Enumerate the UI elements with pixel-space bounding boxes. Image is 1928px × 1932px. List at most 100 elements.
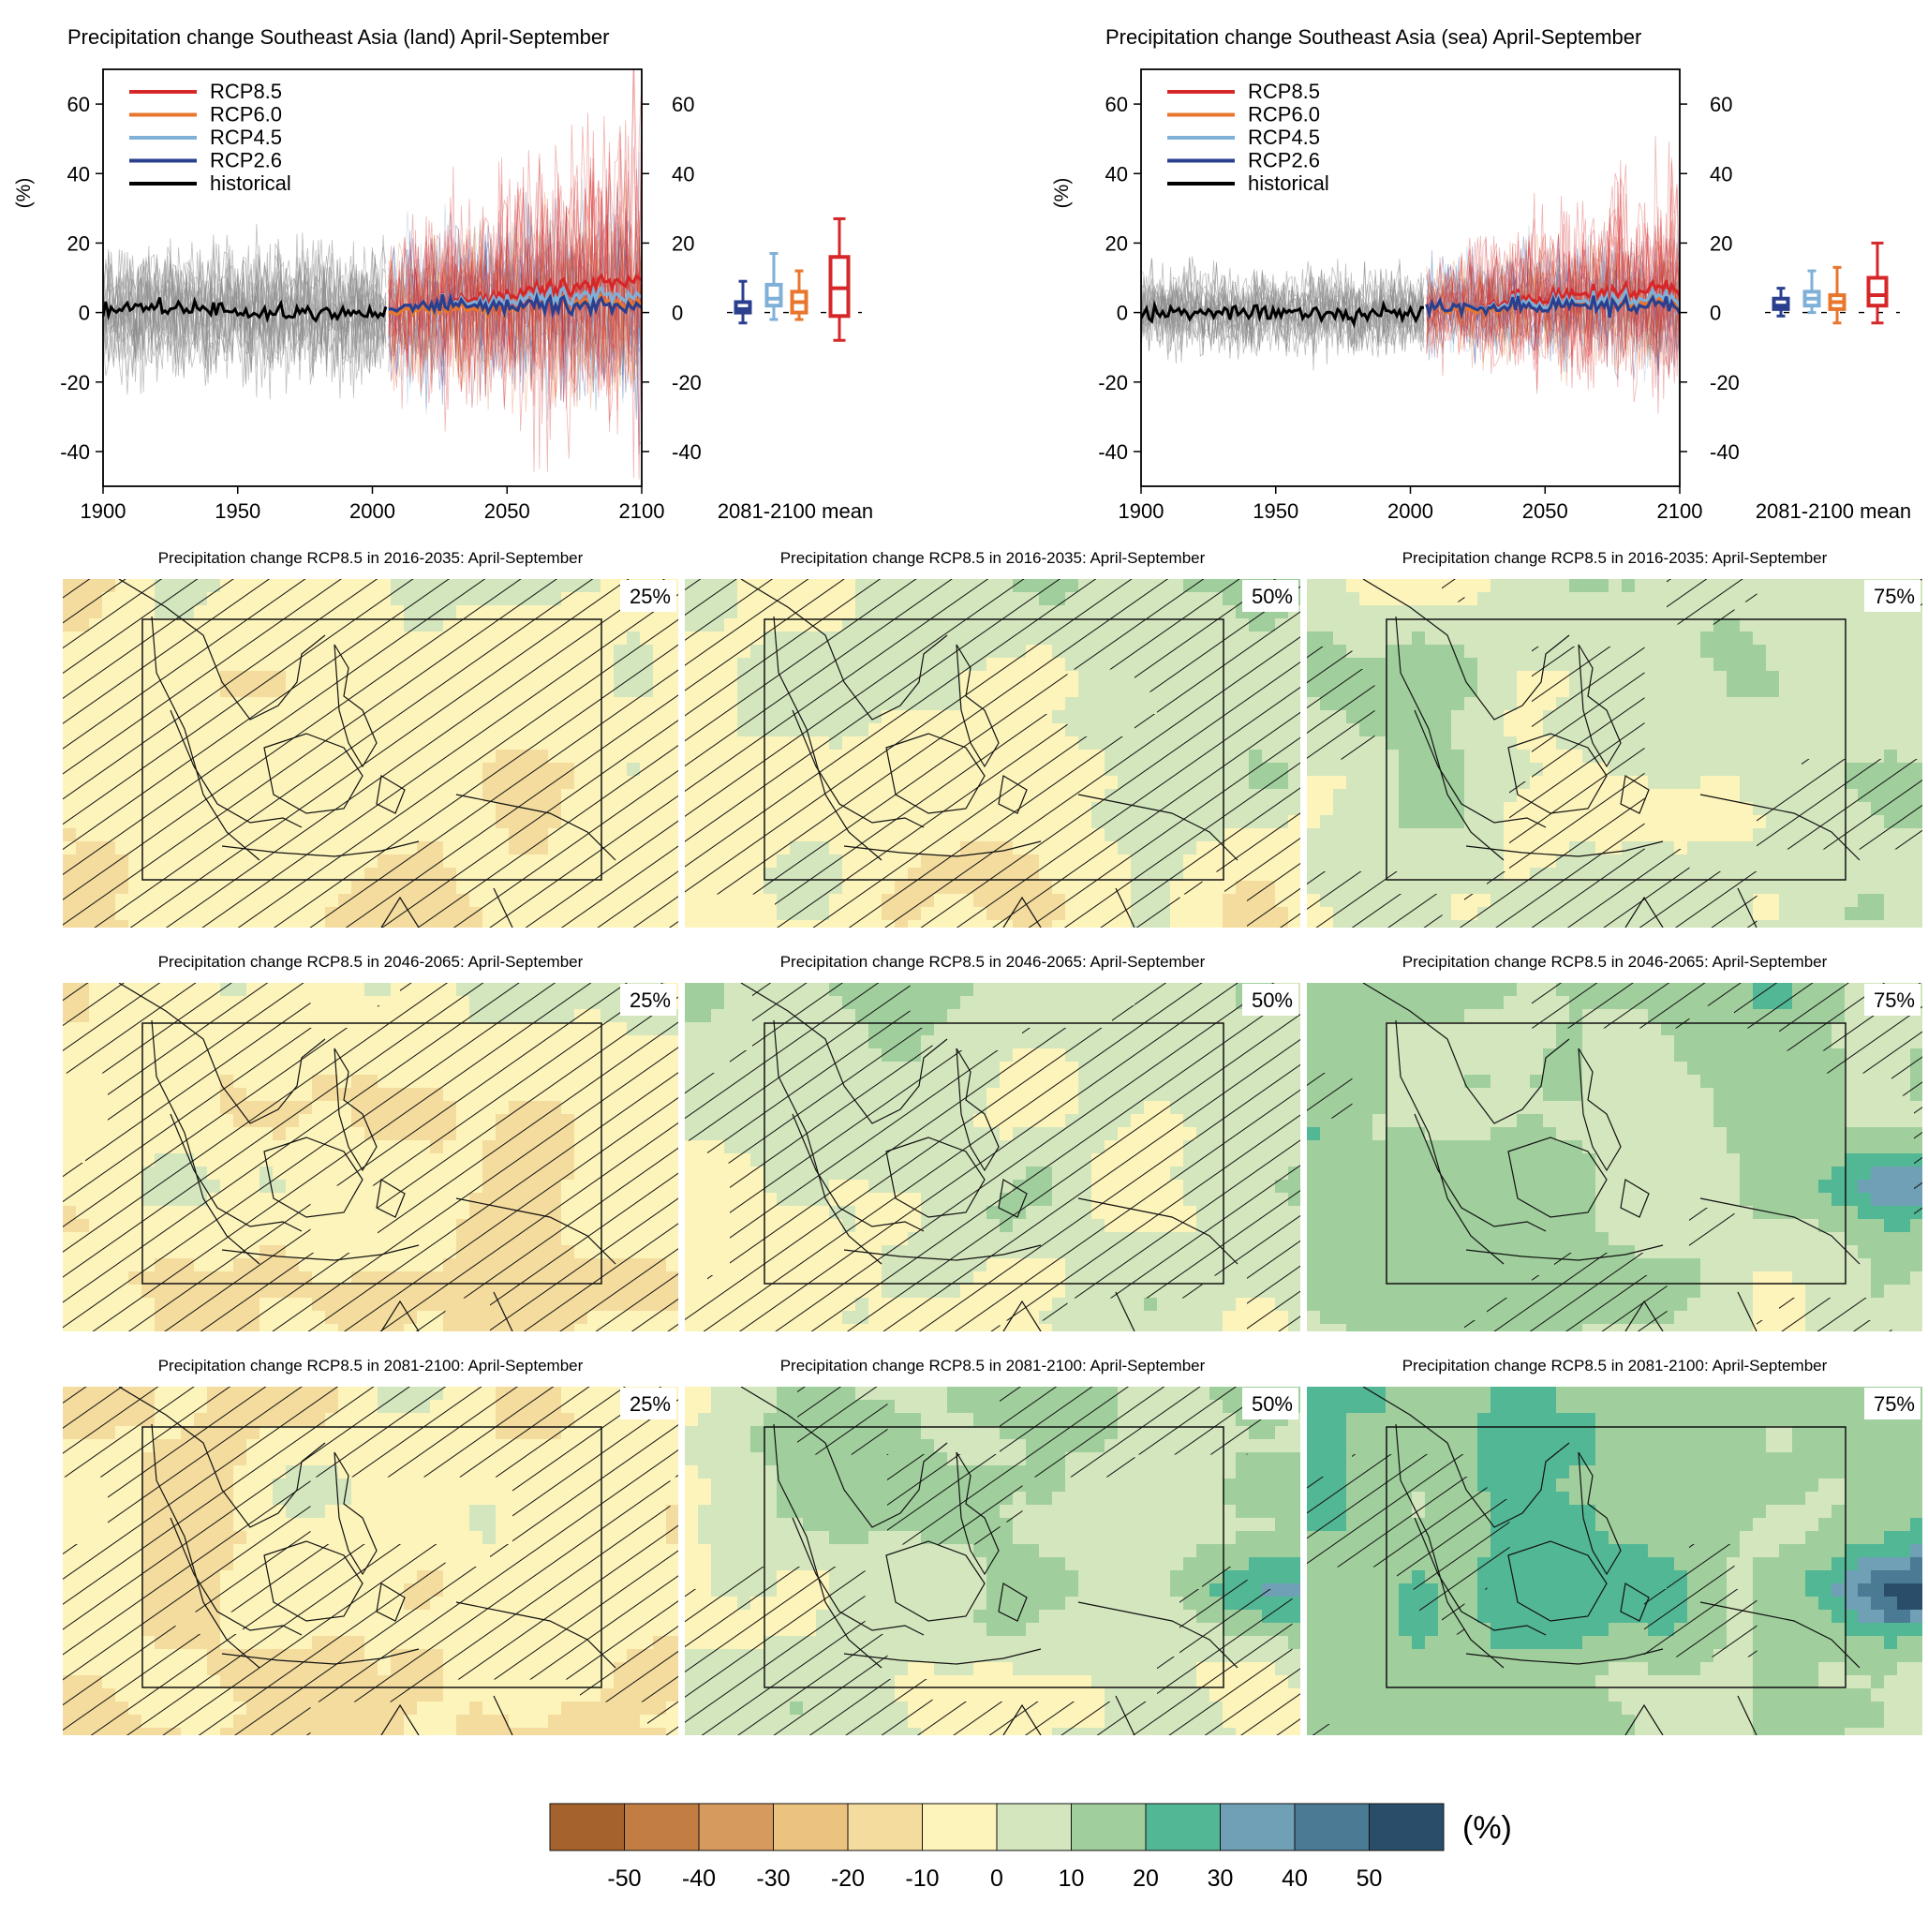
map-cell xyxy=(1464,632,1478,646)
map-cell xyxy=(1105,684,1119,698)
coastline xyxy=(151,616,260,861)
map-cell xyxy=(1884,618,1898,632)
map-cell xyxy=(1504,632,1518,646)
map-cell xyxy=(1845,684,1859,698)
map-cell xyxy=(1091,671,1105,685)
map-cell xyxy=(1078,697,1092,711)
map-cell xyxy=(1661,750,1675,764)
map-cell xyxy=(1399,789,1413,803)
map-cell xyxy=(1832,645,1846,659)
map-cell xyxy=(76,1127,90,1141)
map-cell xyxy=(1477,802,1491,816)
map-cell xyxy=(1845,671,1859,685)
map-cell xyxy=(1438,632,1452,646)
map-cell xyxy=(1333,618,1347,632)
rcp85-member-line xyxy=(388,81,642,409)
map-cell xyxy=(1517,736,1531,751)
coastline xyxy=(455,794,616,861)
map-cell xyxy=(63,1127,77,1141)
map-cell xyxy=(1464,868,1478,882)
map-cell xyxy=(1438,671,1452,685)
map-cell xyxy=(1412,828,1426,842)
map-cell xyxy=(1792,855,1806,869)
map-cell xyxy=(698,920,712,928)
rcp85-member-line xyxy=(388,153,642,432)
y-tick-label: -20 xyxy=(1098,371,1128,394)
coastline xyxy=(843,840,1042,857)
rcp60-member-line xyxy=(1426,233,1680,381)
boxplot-label: 2081-2100 mean xyxy=(718,499,873,523)
map-cell xyxy=(1490,684,1505,698)
map-cell xyxy=(1818,671,1832,685)
map-cell xyxy=(1091,684,1105,698)
map-cell xyxy=(1425,684,1439,698)
map-cell xyxy=(1792,645,1806,659)
map-cell xyxy=(1674,697,1688,711)
legend-label-rcp85: RCP8.5 xyxy=(210,80,282,103)
coastline xyxy=(493,887,513,928)
map-cell xyxy=(1609,632,1623,646)
map-cell xyxy=(1897,632,1911,646)
map-cell xyxy=(1464,776,1478,790)
map-cell xyxy=(1065,697,1079,711)
map-cell xyxy=(1490,632,1505,646)
map-cell xyxy=(325,996,339,1010)
map-cell xyxy=(1399,710,1413,724)
map-cell xyxy=(1359,605,1373,619)
map-cell xyxy=(1504,579,1518,593)
map-cell xyxy=(364,1193,378,1207)
percentile-label-bg xyxy=(620,580,676,612)
map-cell xyxy=(1386,750,1400,764)
x-tick-label: 1950 xyxy=(1253,499,1298,523)
map-cell xyxy=(1595,605,1609,619)
map-cell xyxy=(1884,894,1898,908)
map-cell xyxy=(1464,855,1478,869)
map-cell xyxy=(1779,763,1793,777)
map-cell xyxy=(1346,815,1360,829)
map-cell xyxy=(1910,920,1922,928)
map-cell xyxy=(1451,618,1465,632)
map-cell xyxy=(1464,605,1478,619)
map-cell xyxy=(1727,723,1741,737)
map-cell xyxy=(1818,881,1832,895)
map-cell xyxy=(1412,710,1426,724)
map-cell xyxy=(1543,618,1557,632)
map-cell xyxy=(1307,592,1321,606)
map-cell xyxy=(1595,592,1609,606)
map-cell xyxy=(1333,763,1347,777)
map-cell xyxy=(1648,658,1662,672)
map-cell xyxy=(1805,920,1819,928)
map-cell xyxy=(1884,907,1898,921)
map-cell xyxy=(1832,736,1846,751)
map-cell xyxy=(1399,697,1413,711)
map-panel: Precipitation change RCP8.5 in 2046-2065… xyxy=(63,953,678,1331)
y-tick-label-right: 20 xyxy=(672,231,694,255)
map-cell xyxy=(1065,671,1079,685)
map-cell xyxy=(1871,736,1885,751)
map-cell xyxy=(1818,736,1832,751)
map-cell xyxy=(1386,645,1400,659)
map-cell xyxy=(764,894,778,908)
land-time-series-chart: Precipitation change Southeast Asia (lan… xyxy=(13,25,873,523)
x-tick-label: 2050 xyxy=(1522,499,1568,523)
map-cell xyxy=(1805,671,1819,685)
map-cell xyxy=(1766,763,1780,777)
map-cell xyxy=(1556,592,1570,606)
chart-title: Precipitation change Southeast Asia (sea… xyxy=(1105,25,1641,49)
y-axis-label: (%) xyxy=(13,178,35,209)
map-cell xyxy=(1818,723,1832,737)
map-cell xyxy=(1372,828,1387,842)
map-cell xyxy=(1753,658,1767,672)
map-title: Precipitation change RCP8.5 in 2046-2065… xyxy=(158,953,584,971)
map-cell xyxy=(1504,592,1518,606)
map-cell xyxy=(737,907,751,921)
map-cell xyxy=(1779,645,1793,659)
map-cell xyxy=(1372,618,1387,632)
map-cell xyxy=(1490,776,1505,790)
map-cell xyxy=(1805,592,1819,606)
map-cell xyxy=(1320,828,1334,842)
map-cell xyxy=(1845,618,1859,632)
map-cell xyxy=(1490,697,1505,711)
map-cell xyxy=(1805,881,1819,895)
map-title: Precipitation change RCP8.5 in 2016-2035… xyxy=(780,549,1206,567)
